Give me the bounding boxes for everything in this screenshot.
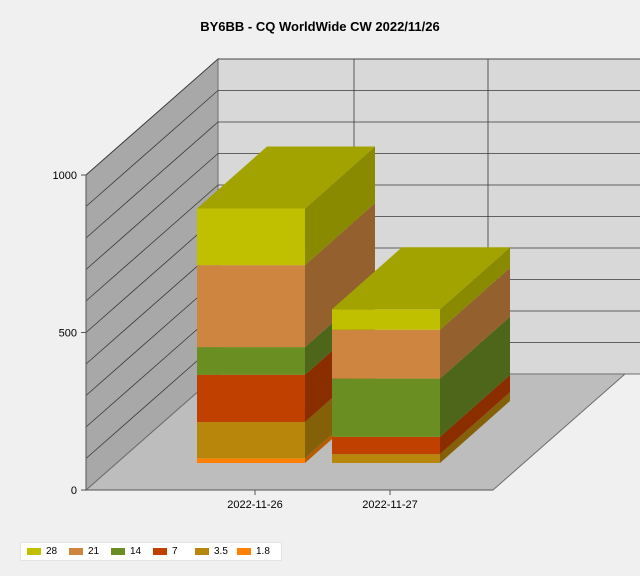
legend-item: 28: [27, 546, 69, 557]
left-wall-gridline: [85, 216, 219, 333]
bar-segment-side: [440, 392, 510, 463]
chart-bars: [197, 146, 510, 463]
bar-segment-front: [197, 265, 305, 348]
legend-swatch: [237, 548, 251, 555]
bar-segment-front: [332, 454, 440, 463]
left-wall-gridline: [85, 58, 219, 176]
legend-label: 14: [130, 546, 142, 557]
left-wall-gridline: [85, 247, 219, 365]
bar-stack: [332, 247, 510, 463]
legend-label: 1.8: [256, 546, 270, 557]
bar-segment-side: [440, 316, 510, 437]
chart-tick-labels: 0 500 1000 2022-11-26 2022-11-27: [53, 170, 418, 511]
legend-swatch: [111, 548, 125, 555]
legend-swatch: [195, 548, 209, 555]
left-wall-gridline: [85, 279, 219, 396]
bar-stack: [197, 146, 375, 463]
chart-legend: 28 21 14 7 3.5 1.8: [20, 542, 282, 561]
y-tick-label: 1000: [53, 170, 77, 182]
legend-item: 3.5: [195, 546, 237, 557]
legend-swatch: [69, 548, 83, 555]
legend-label: 7: [172, 546, 178, 557]
y-tick-label: 0: [71, 485, 77, 497]
chart-title: BY6BB - CQ WorldWide CW 2022/11/26: [200, 19, 439, 34]
bar-segment-side: [305, 203, 375, 348]
bar-segment-side: [440, 267, 510, 379]
legend-item: 1.8: [237, 546, 279, 557]
bar-top-face: [332, 247, 510, 310]
bar-segment-side: [440, 374, 510, 455]
legend-label: 3.5: [214, 546, 228, 557]
legend-label: 28: [46, 546, 58, 557]
left-wall-gridline: [85, 184, 219, 302]
bar-segment-front: [332, 329, 440, 379]
bar-segment-front: [332, 309, 440, 330]
x-tick-label: 2022-11-26: [227, 499, 282, 511]
left-wall-gridline: [85, 310, 219, 428]
bar-segment-front: [197, 458, 305, 463]
left-wall-gridline: [85, 342, 219, 459]
left-wall-gridline: [85, 121, 219, 239]
left-wall-gridline: [85, 153, 219, 270]
bar-segment-front: [197, 347, 305, 375]
bar-segment-front: [197, 422, 305, 459]
bar-segment-front: [197, 208, 305, 266]
legend-swatch: [27, 548, 41, 555]
x-tick-label: 2022-11-27: [362, 499, 417, 511]
bar-segment-side: [305, 146, 375, 266]
legend-item: 14: [111, 546, 153, 557]
legend-swatch: [153, 548, 167, 555]
y-tick-label: 500: [59, 328, 77, 340]
legend-item: 21: [69, 546, 111, 557]
bar-segment-side: [440, 247, 510, 330]
bar-segment-front: [197, 374, 305, 423]
bar-segment-front: [332, 378, 440, 437]
bar-top-face: [197, 146, 375, 209]
bar-segment-front: [332, 436, 440, 455]
legend-label: 21: [88, 546, 100, 557]
left-wall-gridline: [85, 90, 219, 207]
legend-item: 7: [153, 546, 195, 557]
